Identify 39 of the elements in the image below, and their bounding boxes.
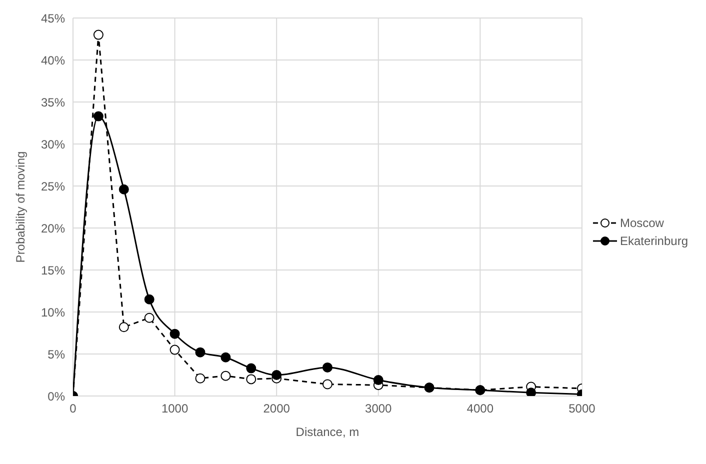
point	[118, 322, 129, 332]
point	[170, 328, 180, 339]
y-tick-label: 0%	[48, 389, 66, 404]
y-tick-label: 15%	[40, 263, 66, 278]
y-tick-label: 30%	[40, 137, 66, 152]
point	[170, 344, 180, 355]
point	[246, 374, 256, 384]
point	[93, 111, 104, 122]
point	[118, 184, 129, 194]
point	[144, 312, 154, 323]
point	[220, 370, 231, 381]
y-axis-title: Probability of moving	[13, 151, 28, 263]
point	[373, 375, 384, 386]
x-tick-label: 2000	[263, 402, 290, 416]
y-tick-label: 35%	[40, 95, 66, 110]
legend-label: Moscow	[620, 216, 664, 230]
x-tick-label: 1000	[161, 402, 188, 416]
y-tick-label: 5%	[48, 347, 66, 362]
point	[220, 352, 231, 362]
point	[322, 362, 332, 372]
y-tick-label: 20%	[40, 221, 66, 236]
point	[322, 379, 332, 390]
y-tick-label: 10%	[40, 305, 66, 320]
point	[195, 373, 206, 384]
x-axis-title: Distance, m	[296, 425, 360, 439]
point	[195, 347, 206, 358]
point	[144, 294, 154, 304]
point	[93, 30, 104, 40]
x-tick-label: 3000	[365, 402, 392, 416]
y-tick-label: 40%	[40, 53, 66, 68]
point	[246, 363, 256, 374]
point	[526, 388, 536, 396]
y-tick-label: 45%	[40, 11, 66, 26]
y-tick-label: 25%	[40, 179, 66, 194]
x-tick-label: 5000	[568, 402, 596, 416]
point	[272, 370, 282, 380]
x-tick-label: 4000	[466, 402, 494, 416]
legend-label: Ekaterinburg	[620, 234, 688, 248]
x-tick-label: 0	[70, 402, 77, 416]
